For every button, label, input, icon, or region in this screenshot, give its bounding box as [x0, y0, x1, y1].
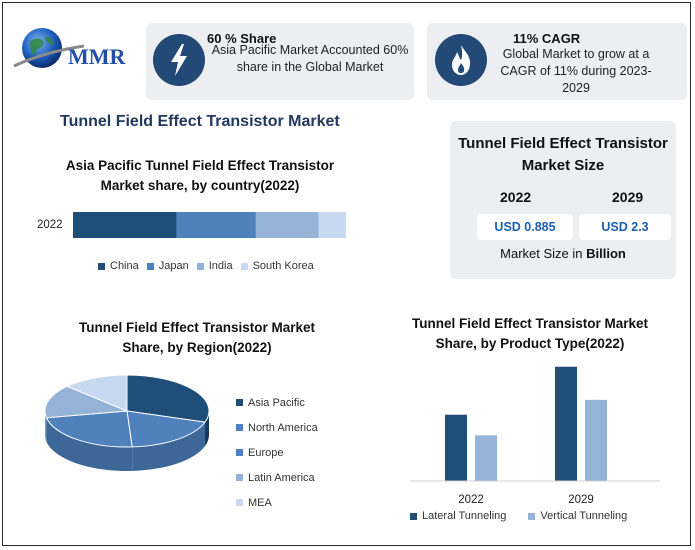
legend-label: Asia Pacific [248, 396, 305, 409]
legend-item-japan: Japan [146, 259, 189, 273]
logo: MMR [12, 22, 142, 82]
legend-item-asia-pacific: Asia Pacific [236, 390, 356, 415]
legend-swatch [236, 449, 243, 456]
legend-label: Vertical Tunneling [540, 510, 628, 522]
market-size-value-2022: USD 0.885 [477, 214, 573, 240]
cagr-text: Global Market to grow at a CAGR of 11% d… [500, 47, 652, 95]
legend-swatch [240, 262, 248, 270]
legend-label: South Korea [252, 260, 314, 272]
cagr-icon-circle [435, 34, 487, 86]
market-size-value-2029: USD 2.3 [579, 214, 671, 240]
pie-slice-latin-america [44, 385, 128, 419]
market-size-note: Market Size in Billion [450, 246, 676, 261]
share-title: 60 % Share [207, 31, 277, 46]
pie-side-latin-america [45, 411, 47, 442]
country-chart-title: Asia Pacific Tunnel Field Effect Transis… [65, 158, 335, 193]
pie-slice-north-america [126, 410, 206, 448]
market-size-year-2022: 2022 [500, 189, 532, 205]
legend-item-mea: MEA [236, 490, 356, 515]
legend-label: Latin America [248, 471, 315, 484]
legend-label: Japan [158, 260, 189, 272]
region-chart-title: Tunnel Field Effect Transistor Market Sh… [78, 320, 316, 355]
legend-item-europe: Europe [236, 440, 356, 465]
market-size-card [450, 121, 676, 279]
legend-swatch [410, 512, 417, 520]
legend-swatch [236, 399, 243, 406]
region-chart-legend: Asia Pacific North America Europe Latin Ame… [236, 390, 356, 510]
pie-slice-europe [45, 410, 133, 448]
legend-swatch [98, 262, 105, 270]
legend-swatch [146, 262, 154, 270]
flame-icon [452, 45, 471, 75]
legend-label: China [110, 260, 139, 272]
market-size-note-prefix: Market Size in [500, 246, 587, 261]
market-size-title: Tunnel Field Effect Transistor Market Si… [458, 135, 668, 174]
product-type-bar-chart: 2022 2029 [410, 366, 660, 506]
legend-item-vertical-tunneling: Vertical Tunneling [528, 509, 627, 523]
cagr-title: 11% CAGR [513, 31, 581, 46]
legend-label: Lateral Tunneling [422, 510, 507, 522]
x-tick-label: 2022 [458, 494, 484, 506]
legend-label: India [208, 260, 233, 272]
share-icon-circle [153, 34, 205, 86]
lightning-icon [171, 44, 187, 76]
pie-side-asia-pacific [204, 411, 209, 447]
legend-swatch [236, 474, 243, 481]
globe-icon [13, 28, 85, 68]
product-chart-title: Tunnel Field Effect Transistor Market Sh… [411, 316, 649, 351]
market-size-note-unit: Billion [586, 246, 626, 261]
logo-text: MMR [68, 44, 126, 69]
region-pie-chart [44, 374, 210, 471]
share-text: Asia Pacific Market Accounted 60% share … [211, 43, 409, 74]
legend-item-china: China [98, 259, 139, 273]
legend-item-latin-america: Latin America [236, 465, 356, 490]
pie-slice-asia-pacific [126, 374, 210, 423]
pie-side-north-america [132, 422, 205, 471]
pie-side-europe [46, 417, 133, 471]
country-chart-category-label: 2022 [37, 219, 63, 231]
pie-slice-mea [65, 374, 128, 412]
x-tick-label: 2029 [568, 494, 594, 506]
market-size-year-2029: 2029 [612, 189, 644, 205]
country-chart-legend: China Japan India South Korea [98, 259, 358, 273]
bar-lateral-tunneling-2029 [555, 366, 577, 481]
bar-lateral-tunneling-2022 [445, 414, 467, 481]
bar-vertical-tunneling-2022 [475, 435, 497, 481]
legend-label: North America [248, 421, 318, 434]
product-chart-legend: Lateral Tunneling Vertical Tunneling [410, 509, 670, 523]
legend-swatch [528, 512, 536, 520]
legend-label: Europe [248, 446, 284, 459]
bar-vertical-tunneling-2029 [585, 399, 607, 481]
legend-item-north-america: North America [236, 415, 356, 440]
legend-label: MEA [248, 496, 272, 509]
legend-swatch [236, 424, 243, 431]
legend-item-india: India [196, 259, 233, 273]
legend-item-south-korea: South Korea [240, 259, 314, 273]
legend-swatch [236, 499, 243, 506]
legend-item-lateral-tunneling: Lateral Tunneling [410, 509, 506, 523]
main-title: Tunnel Field Effect Transistor Market [60, 113, 340, 130]
legend-swatch [196, 262, 204, 270]
